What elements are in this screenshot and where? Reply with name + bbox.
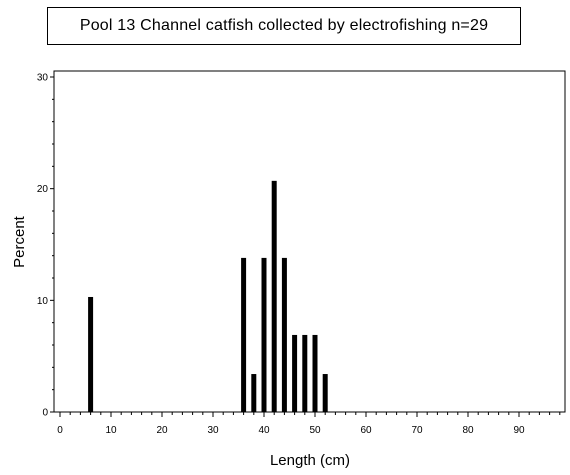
histogram-bar — [261, 257, 267, 412]
y-tick-label: 20 — [37, 184, 49, 195]
x-tick-label: 80 — [462, 425, 474, 436]
x-tick-label: 30 — [207, 425, 219, 436]
histogram-bar — [88, 296, 94, 412]
x-tick-label: 70 — [411, 425, 423, 436]
chart-title-box: Pool 13 Channel catfish collected by ele… — [47, 7, 521, 45]
bars — [88, 180, 328, 412]
histogram-bar — [281, 257, 287, 412]
histogram-bar — [312, 334, 318, 412]
x-tick-label: 0 — [57, 425, 63, 436]
chart-title: Pool 13 Channel catfish collected by ele… — [79, 17, 489, 34]
x-tick-label: 10 — [105, 425, 117, 436]
y-tick-label: 30 — [37, 73, 49, 84]
plot-frame — [53, 70, 566, 413]
y-tick-label: 0 — [42, 408, 48, 419]
x-axis-label: Length (cm) — [270, 452, 350, 469]
x-tick-label: 40 — [258, 425, 270, 436]
y-tick-label: 10 — [37, 296, 49, 307]
x-tick-label: 50 — [309, 425, 321, 436]
x-tick-label: 60 — [360, 425, 372, 436]
histogram-bar — [271, 180, 277, 412]
histogram-bar — [292, 334, 298, 412]
x-tick-label: 90 — [513, 425, 525, 436]
y-axis-label: Percent — [11, 215, 28, 268]
x-tick-label: 20 — [156, 425, 168, 436]
histogram-bar — [241, 257, 247, 412]
histogram-bar — [251, 374, 257, 412]
histogram-bar — [302, 334, 308, 412]
histogram-bar — [322, 374, 328, 412]
x-axis: 0 10 20 30 40 50 60 70 80 90 — [57, 412, 561, 436]
y-axis: 0 10 20 30 — [37, 73, 54, 419]
